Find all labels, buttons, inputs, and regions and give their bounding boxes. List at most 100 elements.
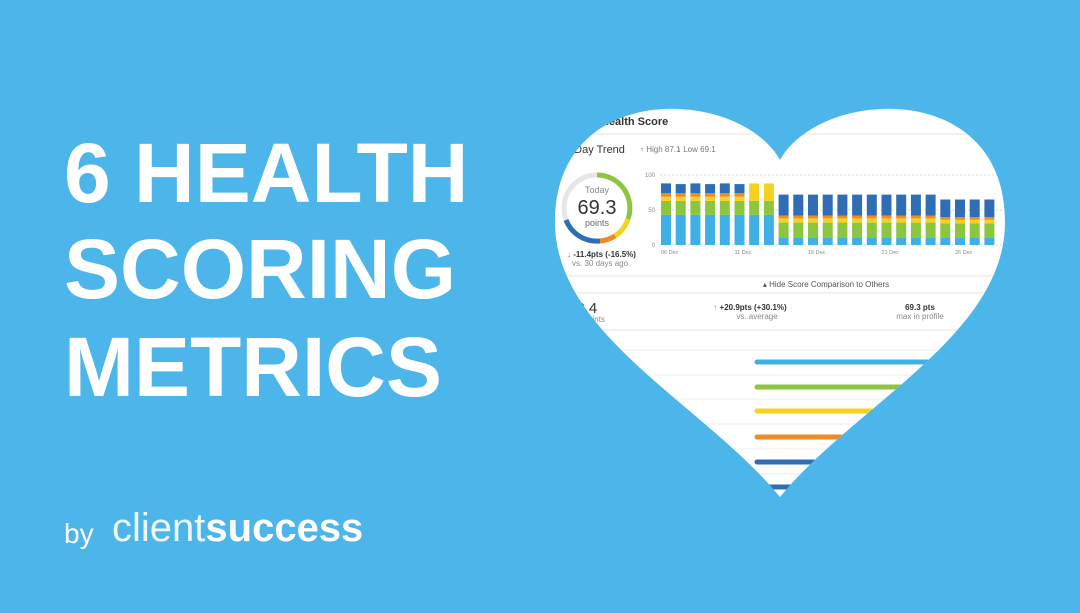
bar-segment (793, 218, 804, 223)
diff-value: +20.9pts (+30.1%) (720, 303, 787, 312)
bar-segment (749, 183, 760, 201)
bar-segment (705, 196, 716, 201)
bar-segment (955, 219, 965, 224)
bar-segment (852, 194, 863, 216)
bar-segment (896, 215, 907, 219)
bar-segment (896, 218, 907, 223)
donut-arc (599, 233, 617, 244)
bar-segment (793, 237, 804, 245)
bar-segment (940, 217, 951, 220)
brand: clientsuccess (112, 506, 363, 550)
bar-segment (955, 237, 965, 245)
bar-segment (778, 218, 789, 223)
bar-segment (866, 194, 877, 216)
bar-segment (690, 200, 701, 215)
bar-segment (852, 237, 863, 245)
bar-segment (881, 194, 892, 216)
bar-segment (984, 223, 995, 238)
brand-light: client (112, 506, 205, 550)
bar-segment (837, 222, 848, 238)
bar-segment (822, 215, 833, 219)
bar-segment (910, 237, 921, 245)
bar-segment (881, 218, 892, 223)
bar-segment (808, 215, 818, 219)
bar-segment (675, 196, 686, 201)
bar-segment (793, 222, 804, 238)
headline: 6 HEALTH SCORING METRICS (64, 126, 468, 414)
bar-segment (734, 214, 745, 245)
bar-segment (808, 222, 818, 238)
bar-segment (749, 200, 760, 215)
diff: ↑ +20.9pts (+30.1%) (713, 303, 787, 312)
x-tick-label: 26 Dec (955, 250, 973, 256)
bar-segment (675, 214, 686, 245)
y-tick-label: 50 (648, 208, 655, 214)
bar-segment (881, 237, 892, 245)
bar-segment (984, 219, 995, 224)
toggle-text[interactable]: Hide Score Comparison to Others (769, 280, 889, 289)
bar-segment (822, 194, 833, 216)
expand[interactable]: d All (592, 336, 609, 345)
bar-segment (852, 218, 863, 223)
bar-segment (969, 199, 980, 217)
bar-segment (661, 183, 671, 194)
bar-segment (910, 215, 921, 219)
bar-segment (910, 194, 921, 216)
bar-segment (734, 193, 745, 197)
bar-segment (925, 194, 936, 216)
bar-segment (925, 237, 936, 245)
donut-arc (613, 218, 631, 239)
heart: Health Score 0 Day Trend ↑ High 87.1 ↓ L… (555, 108, 1005, 497)
bar-segment (896, 194, 907, 216)
row-label: ement (616, 383, 640, 392)
bar-segment (661, 214, 671, 245)
bar-segment (719, 214, 730, 245)
bar-segment (969, 223, 980, 238)
bar-segment (734, 200, 745, 215)
diff-note: vs. average (736, 312, 778, 321)
bar-segment (925, 222, 936, 238)
headline-line: 6 HEALTH (64, 126, 468, 220)
bar-segment (661, 193, 671, 197)
today-label: Today (585, 185, 610, 195)
donut-arc (563, 218, 601, 244)
bar-segment (881, 215, 892, 219)
x-tick-label: 16 Dec (808, 250, 826, 256)
max-value: 69.3 pts (905, 303, 935, 312)
bar-segment (837, 237, 848, 245)
trend-chart: 0 50 100 06 Dec 11 Dec 16 Dec 21 Dec 26 Dec (645, 173, 1004, 256)
change-note: vs. 30 days ago (572, 259, 629, 268)
max-note: max in profile (896, 312, 944, 321)
bar-segment (690, 214, 701, 245)
bar-segment (969, 217, 980, 220)
bar-segment (955, 223, 965, 238)
trend-high: ↑ High 87.1 (640, 145, 681, 154)
bar-segment (837, 194, 848, 216)
bar-segment (822, 218, 833, 223)
bar-segment (837, 215, 848, 219)
bar-segment (852, 222, 863, 238)
brand-bold: success (205, 506, 363, 550)
bar-segment (675, 193, 686, 197)
low: Low 69.1 (683, 145, 716, 154)
bar-segment (896, 222, 907, 238)
toggle[interactable]: ▴ Hide Score Comparison to Others (763, 280, 889, 289)
bar-segment (690, 183, 701, 194)
bar-segment (793, 215, 804, 219)
bar-segment (675, 200, 686, 215)
bar-segment (793, 194, 804, 216)
bar-segment (940, 223, 951, 238)
bar-segment (910, 218, 921, 223)
dash-title: Health Score (601, 116, 668, 128)
bar-segment (763, 214, 774, 245)
bar-segment (955, 217, 965, 220)
bar-segment (778, 215, 789, 219)
bar-segment (984, 199, 995, 217)
bar-segment (705, 184, 716, 194)
bar-segment (778, 237, 789, 245)
bar-segment (866, 222, 877, 238)
bar-segment (969, 219, 980, 224)
bar-segment (822, 222, 833, 238)
